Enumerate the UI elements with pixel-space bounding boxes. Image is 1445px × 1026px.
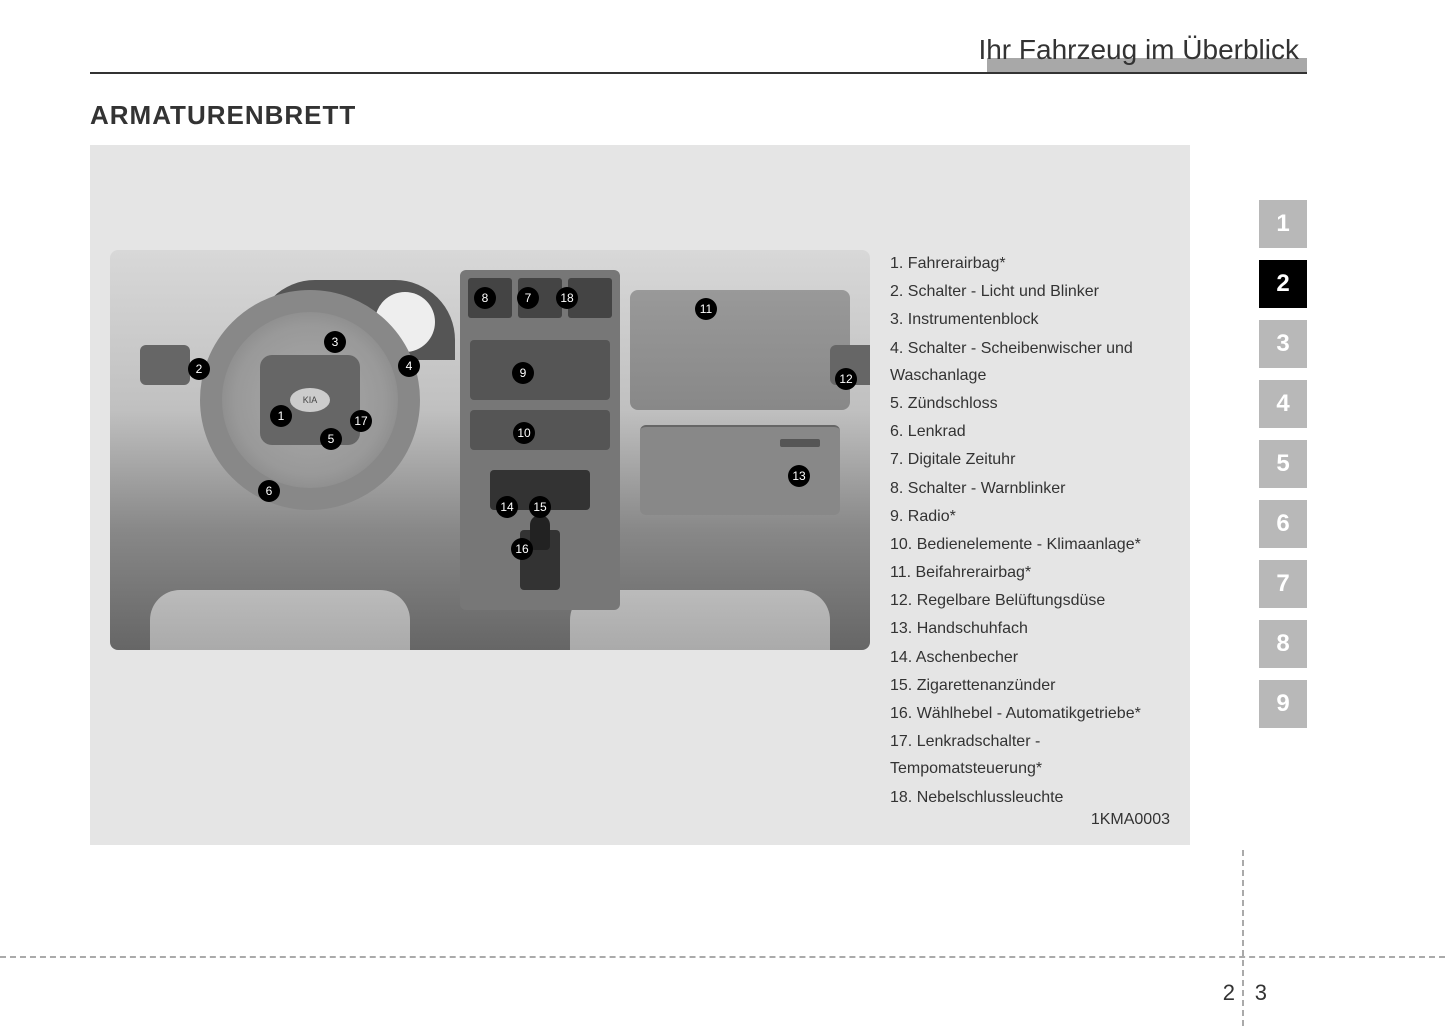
- side-vent-left: [140, 345, 190, 385]
- shifter-knob: [530, 515, 550, 550]
- passenger-dashboard: [630, 290, 850, 410]
- legend-item-5: 5. Zündschloss: [890, 390, 1190, 417]
- legend-item-1: 1. Fahrerairbag*: [890, 250, 1190, 277]
- chapter-tab-8[interactable]: 8: [1259, 620, 1307, 668]
- legend-item-8: 8. Schalter - Warnblinker: [890, 475, 1190, 502]
- callout-marker-18: 18: [556, 287, 578, 309]
- callout-marker-15: 15: [529, 496, 551, 518]
- legend-item-15: 15. Zigarettenanzünder: [890, 672, 1190, 699]
- steering-airbag: KIA: [260, 355, 360, 445]
- callout-marker-9: 9: [512, 362, 534, 384]
- figure-container: KIA 1. Fahrerairbag*2. Schalter - Licht …: [90, 145, 1190, 845]
- chapter-tabs: 1 2 3 4 5 6 7 8 9: [1259, 200, 1307, 740]
- callout-marker-7: 7: [517, 287, 539, 309]
- steering-wheel: KIA: [200, 290, 420, 510]
- glovebox-handle: [780, 439, 820, 447]
- legend-item-13: 13. Handschuhfach: [890, 615, 1190, 642]
- header-rule: Ihr Fahrzeug im Überblick: [90, 30, 1307, 74]
- legend-item-9: 9. Radio*: [890, 503, 1190, 530]
- legend-item-7: 7. Digitale Zeituhr: [890, 446, 1190, 473]
- callout-marker-1: 1: [270, 405, 292, 427]
- callout-marker-5: 5: [320, 428, 342, 450]
- legend-list: 1. Fahrerairbag*2. Schalter - Licht und …: [890, 250, 1190, 812]
- center-console: [460, 270, 620, 610]
- legend-item-2: 2. Schalter - Licht und Blinker: [890, 278, 1190, 305]
- page-number-page: 3: [1255, 980, 1267, 1006]
- legend-item-14: 14. Aschenbecher: [890, 644, 1190, 671]
- chapter-tab-1[interactable]: 1: [1259, 200, 1307, 248]
- crop-mark-right: [1242, 850, 1244, 1026]
- callout-marker-11: 11: [695, 298, 717, 320]
- chapter-tab-5[interactable]: 5: [1259, 440, 1307, 488]
- dashboard-illustration: KIA: [110, 250, 870, 650]
- chapter-tab-4[interactable]: 4: [1259, 380, 1307, 428]
- callout-marker-12: 12: [835, 368, 857, 390]
- page-number-chapter: 2: [1223, 980, 1235, 1006]
- chapter-tab-3[interactable]: 3: [1259, 320, 1307, 368]
- radio-unit: [470, 340, 610, 400]
- legend-item-6: 6. Lenkrad: [890, 418, 1190, 445]
- callout-marker-10: 10: [513, 422, 535, 444]
- chapter-tab-9[interactable]: 9: [1259, 680, 1307, 728]
- legend-item-16: 16. Wählhebel - Automatikgetriebe*: [890, 700, 1190, 727]
- callout-marker-2: 2: [188, 358, 210, 380]
- legend-item-4: 4. Schalter - Scheibenwischer und Wascha…: [890, 335, 1190, 389]
- legend-item-11: 11. Beifahrerairbag*: [890, 559, 1190, 586]
- seat-driver: [150, 590, 410, 650]
- kia-logo: KIA: [290, 388, 330, 412]
- legend-item-10: 10. Bedienelemente - Klimaanlage*: [890, 531, 1190, 558]
- callout-marker-3: 3: [324, 331, 346, 353]
- section-title: Ihr Fahrzeug im Überblick: [978, 34, 1299, 66]
- chapter-tab-6[interactable]: 6: [1259, 500, 1307, 548]
- chapter-tab-2[interactable]: 2: [1259, 260, 1307, 308]
- callout-marker-17: 17: [350, 410, 372, 432]
- legend-item-18: 18. Nebelschlussleuchte: [890, 784, 1190, 811]
- legend-item-17: 17. Lenkradschalter - Tempomatsteuerung*: [890, 728, 1190, 782]
- callout-marker-13: 13: [788, 465, 810, 487]
- page-header: Ihr Fahrzeug im Überblick: [90, 30, 1307, 74]
- image-reference-code: 1KMA0003: [1091, 811, 1170, 829]
- chapter-tab-7[interactable]: 7: [1259, 560, 1307, 608]
- callout-marker-14: 14: [496, 496, 518, 518]
- page-title: ARMATURENBRETT: [90, 100, 356, 131]
- legend-item-3: 3. Instrumentenblock: [890, 306, 1190, 333]
- glovebox: [640, 425, 840, 515]
- climate-controls: [470, 410, 610, 450]
- callout-marker-4: 4: [398, 355, 420, 377]
- crop-mark-bottom: [0, 956, 1445, 958]
- callout-marker-8: 8: [474, 287, 496, 309]
- callout-marker-6: 6: [258, 480, 280, 502]
- callout-marker-16: 16: [511, 538, 533, 560]
- legend-item-12: 12. Regelbare Belüftungsdüse: [890, 587, 1190, 614]
